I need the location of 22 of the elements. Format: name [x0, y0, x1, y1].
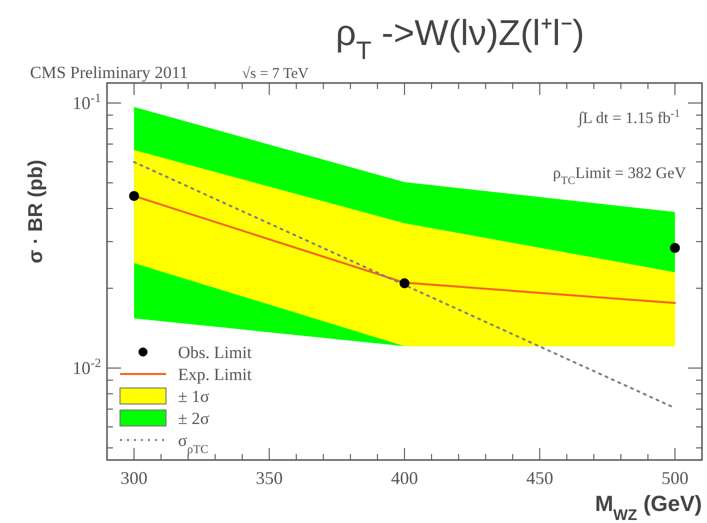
- annotation: ρ$_{TC}$Limit = 382 GeV: [552, 165, 686, 187]
- annotation: ∫L dt = 1.15 fb$^{-1}$: [577, 108, 680, 128]
- chart-title: ρ$_{T}$ ->W(lν)Z(l⁺l⁻): [336, 12, 584, 65]
- x-tick-label: 300: [120, 468, 148, 488]
- legend-label: ± 2σ: [178, 409, 210, 428]
- y-tick-label: 10$^{-1}$: [72, 91, 101, 114]
- legend-label: Obs. Limit: [178, 343, 252, 362]
- x-tick-label: 450: [526, 468, 554, 488]
- x-axis-title: M$_{WZ}$ (GeV): [594, 491, 702, 523]
- legend-label: σ$_{ρTC}$: [178, 431, 208, 456]
- text: CMS Preliminary 2011: [30, 63, 188, 82]
- point: [129, 190, 140, 201]
- y-axis-title: σ · BR (pb): [25, 160, 47, 264]
- x-tick-label: 350: [256, 468, 283, 488]
- text: √s = 7 TeV: [242, 66, 309, 82]
- legend-label: Exp. Limit: [178, 365, 252, 384]
- y-tick-label: 10$^{-2}$: [72, 356, 101, 378]
- point: [400, 278, 410, 288]
- legend-label: ± 1σ: [178, 387, 210, 406]
- x-tick-label: 400: [391, 468, 418, 488]
- x-tick-label: 500: [661, 468, 688, 488]
- point: [670, 242, 680, 253]
